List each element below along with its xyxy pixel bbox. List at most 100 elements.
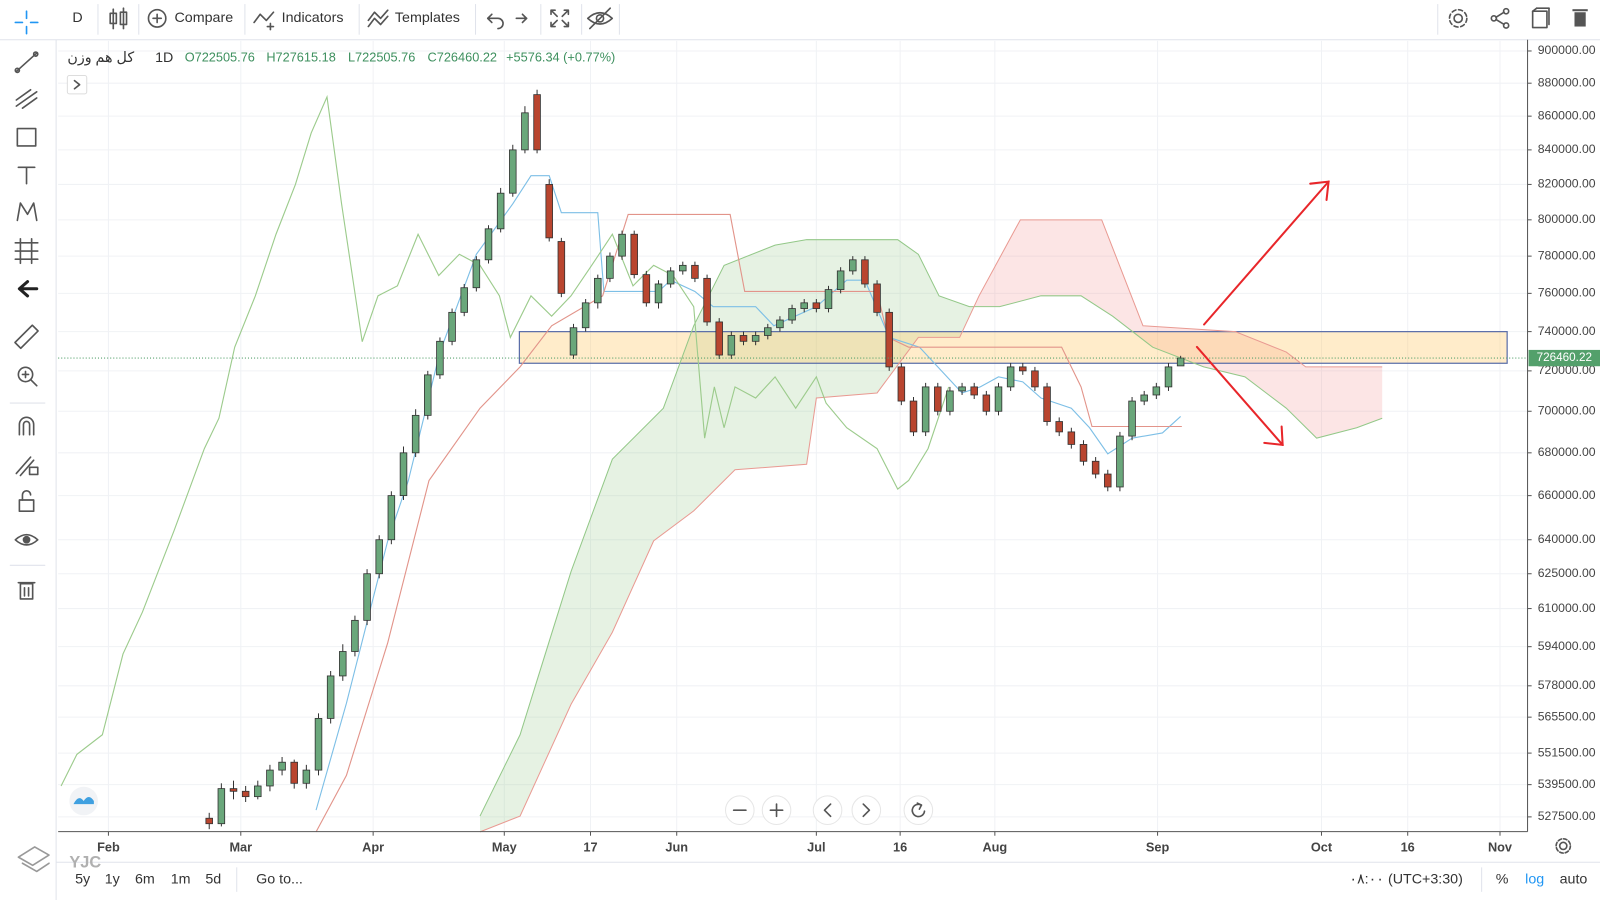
y-tick-label: 551500.00 — [1538, 745, 1596, 759]
x-tick-label: 16 — [893, 839, 907, 854]
axis-settings-button[interactable] — [1555, 837, 1572, 854]
share-button[interactable] — [1490, 7, 1510, 29]
candle-body — [241, 790, 250, 798]
arrow-up-head — [1309, 180, 1330, 202]
fullscreen-button[interactable] — [550, 9, 570, 28]
y-tick-label: 565500.00 — [1538, 709, 1596, 723]
compare-icon — [147, 8, 167, 28]
candle-body — [1043, 386, 1051, 422]
x-tick-label: Feb — [97, 839, 120, 854]
settings-button[interactable] — [1448, 8, 1468, 28]
candle-body — [448, 311, 456, 342]
zoom-out-button[interactable] — [725, 795, 755, 826]
log-button[interactable]: log — [1525, 871, 1544, 887]
back-tool[interactable] — [17, 280, 39, 298]
y-tick-label: 527500.00 — [1538, 809, 1596, 823]
prediction-tool[interactable] — [14, 237, 39, 265]
delete-button[interactable] — [1572, 9, 1588, 27]
snapshot-button[interactable] — [1531, 7, 1550, 29]
candle-body — [314, 718, 323, 771]
range-button[interactable]: 5d — [205, 871, 221, 887]
chart-style-button[interactable] — [109, 7, 128, 30]
candle-body — [1091, 460, 1100, 475]
shape-tool[interactable] — [16, 127, 37, 147]
magnet-tool[interactable] — [18, 416, 35, 436]
scroll-left-button[interactable] — [812, 795, 843, 826]
candle-body — [727, 335, 736, 356]
candle-body — [812, 302, 821, 309]
y-tick-label: 880000.00 — [1538, 75, 1596, 89]
unlock-tool[interactable] — [18, 490, 35, 513]
y-tick-label: 820000.00 — [1538, 177, 1596, 191]
bottom-bar: 5y 1y 6m 1m 5d Go to... ٠٨:٠٠ (UTC+3:30)… — [17, 837, 1588, 892]
range-button[interactable]: 1y — [105, 871, 121, 887]
visibility-tool[interactable] — [14, 533, 39, 546]
candle-body — [1116, 435, 1124, 488]
goto-button[interactable]: Go to... — [256, 871, 303, 887]
range-button[interactable]: 6m — [135, 871, 155, 887]
range-button[interactable]: 5y — [75, 871, 91, 887]
legend-change: +5576.34 (+0.77%) — [506, 50, 615, 65]
legend-toggle[interactable] — [66, 75, 88, 95]
x-tick-label: May — [492, 839, 518, 854]
fib-tool[interactable] — [15, 88, 38, 109]
candle-body — [1067, 431, 1076, 445]
indicators-button[interactable]: Indicators — [282, 10, 344, 26]
y-tick-label: 700000.00 — [1538, 403, 1596, 417]
legend-close: C726460.22 — [428, 50, 497, 65]
candle-body — [776, 319, 784, 329]
templates-button[interactable]: Templates — [395, 10, 460, 26]
candle-body — [351, 619, 359, 652]
y-tick-label: 660000.00 — [1538, 488, 1596, 502]
candle-body — [618, 233, 626, 257]
candle-body — [751, 335, 760, 342]
crosshair-tool[interactable] — [14, 10, 39, 35]
zoom-tool[interactable] — [17, 366, 38, 387]
lock-drawing-tool[interactable] — [15, 456, 39, 477]
pattern-tool[interactable] — [16, 202, 38, 222]
undo-button[interactable] — [486, 13, 504, 30]
candle-body — [581, 302, 590, 329]
indicators-icon — [253, 11, 275, 31]
indicator-line — [315, 213, 1182, 833]
y-tick-label: 680000.00 — [1538, 445, 1596, 459]
ruler-tool[interactable] — [14, 324, 39, 350]
range-button[interactable]: 1m — [171, 871, 191, 887]
candle-body — [1031, 370, 1039, 388]
candle-body — [339, 651, 347, 677]
candle-body — [1164, 366, 1173, 388]
x-tick-label: Nov — [1488, 839, 1513, 854]
auto-button[interactable]: auto — [1560, 871, 1588, 887]
candle-body — [1019, 366, 1027, 372]
text-tool[interactable] — [17, 166, 36, 185]
candle-body — [205, 817, 213, 825]
x-tick-label: Jul — [807, 839, 825, 854]
y-tick-label: 780000.00 — [1538, 248, 1596, 262]
candle-body — [594, 277, 602, 304]
candle-body — [557, 241, 566, 294]
remove-tool[interactable] — [17, 581, 36, 600]
candle-body — [254, 785, 262, 798]
templates-icon — [367, 9, 389, 28]
redo-button[interactable] — [515, 13, 528, 24]
candle-body — [569, 327, 578, 356]
reset-button[interactable] — [903, 795, 934, 826]
percent-button[interactable]: % — [1496, 871, 1509, 887]
candle-body — [387, 495, 396, 541]
candle-body — [836, 270, 845, 291]
hide-drawings-button[interactable] — [586, 7, 614, 30]
candle-body — [217, 788, 226, 825]
candle-body — [849, 259, 857, 272]
trendline-tool[interactable] — [14, 51, 39, 74]
scroll-right-button[interactable] — [851, 795, 882, 826]
y-tick-label: 900000.00 — [1538, 43, 1596, 57]
timezone-button[interactable]: ٠٨:٠٠ (UTC+3:30) — [1349, 871, 1463, 887]
compare-button[interactable]: Compare — [174, 10, 233, 26]
zoom-in-button[interactable] — [761, 795, 792, 826]
interval-button[interactable]: D — [72, 10, 82, 26]
candle-body — [606, 255, 614, 279]
y-tick-label: 720000.00 — [1538, 363, 1596, 377]
candle-body — [302, 769, 311, 784]
candle-body — [521, 112, 529, 151]
